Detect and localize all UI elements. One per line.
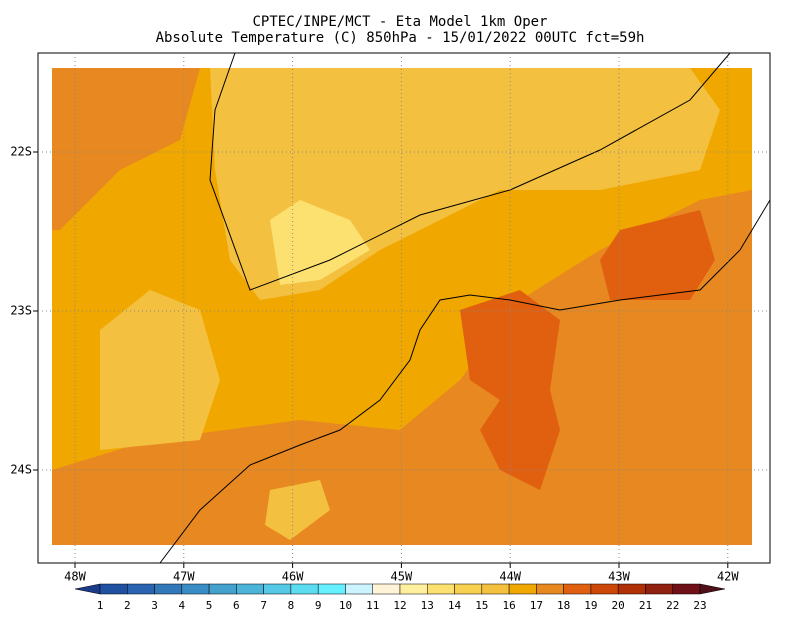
field-region	[100, 290, 220, 450]
colorbar-label: 7	[260, 599, 267, 612]
colorbar-swatch	[399, 583, 428, 595]
graticule: 48W 47W 46W 45W 44W 43W 42W 22S 23S 24S	[10, 53, 770, 584]
colorbar-label: 5	[206, 599, 213, 612]
colorbar-label: 10	[339, 599, 352, 612]
colorbar-swatch	[208, 583, 237, 595]
colorbar-swatch	[236, 583, 264, 595]
colorbar-swatch	[481, 583, 510, 595]
colorbar-label: 21	[639, 599, 652, 612]
colorbar-swatch	[427, 583, 455, 595]
colorbar-label: 1	[97, 599, 104, 612]
colorbar-label: 11	[366, 599, 379, 612]
colorbar: 1 2 3 4 5 6 7 8 9 10 11 12 13 14 15 16 17 18 19 20 21 22 23	[74, 583, 726, 612]
lat-label: 24S	[10, 463, 32, 477]
map-frame	[37, 52, 771, 564]
colorbar-label: 17	[530, 599, 543, 612]
colorbar-label: 19	[584, 599, 597, 612]
field-region	[52, 68, 200, 230]
colorbar-arrow	[699, 583, 726, 595]
field-region	[270, 200, 370, 285]
colorbar-label: 22	[666, 599, 679, 612]
colorbar-swatch	[508, 583, 537, 595]
map-field	[52, 52, 771, 564]
colorbar-swatch	[672, 583, 701, 595]
colorbar-label: 3	[151, 599, 158, 612]
lon-label: 43W	[608, 570, 630, 584]
field-region	[265, 480, 330, 540]
colorbar-swatch	[181, 583, 210, 595]
colorbar-swatch	[536, 583, 564, 595]
colorbar-swatch	[99, 583, 128, 595]
lon-label: 47W	[173, 570, 195, 584]
lon-label: 46W	[282, 570, 304, 584]
colorbar-label: 14	[448, 599, 462, 612]
title-line: Absolute Temperature (C) 850hPa - 15/01/…	[156, 30, 645, 46]
coastline	[159, 199, 771, 564]
colorbar-label: 2	[124, 599, 131, 612]
lon-label: 45W	[391, 570, 413, 584]
colorbar-label: 16	[502, 599, 515, 612]
lon-label: 44W	[499, 570, 521, 584]
colorbar-label: 20	[612, 599, 625, 612]
colorbar-swatch	[154, 583, 183, 595]
colorbar-swatch	[563, 583, 592, 595]
colorbar-swatch	[617, 583, 646, 595]
colorbar-label: 13	[421, 599, 434, 612]
field-region	[600, 210, 715, 300]
colorbar-swatch	[454, 583, 483, 595]
colorbar-label: 18	[557, 599, 570, 612]
colorbar-label: 15	[475, 599, 488, 612]
colorbar-swatch	[127, 583, 155, 595]
field-region	[52, 190, 752, 545]
lon-label: 48W	[64, 570, 86, 584]
colorbar-swatch	[590, 583, 619, 595]
colorbar-label: 23	[693, 599, 706, 612]
colorbar-label: 12	[393, 599, 406, 612]
colorbar-swatch	[372, 583, 401, 595]
colorbar-label: 6	[233, 599, 240, 612]
colorbar-swatch	[317, 583, 346, 595]
title-line: CPTEC/INPE/MCT - Eta Model 1km Oper	[252, 14, 547, 30]
colorbar-swatch	[345, 583, 373, 595]
lat-label: 22S	[10, 145, 32, 159]
colorbar-label: 4	[179, 599, 186, 612]
colorbar-swatch	[263, 583, 292, 595]
colorbar-arrow	[74, 583, 101, 595]
colorbar-label: 8	[288, 599, 295, 612]
colorbar-swatch	[290, 583, 319, 595]
lon-label: 42W	[717, 570, 739, 584]
lat-label: 23S	[10, 304, 32, 318]
state-border	[209, 52, 731, 291]
colorbar-swatch	[645, 583, 673, 595]
colorbar-label: 9	[315, 599, 322, 612]
